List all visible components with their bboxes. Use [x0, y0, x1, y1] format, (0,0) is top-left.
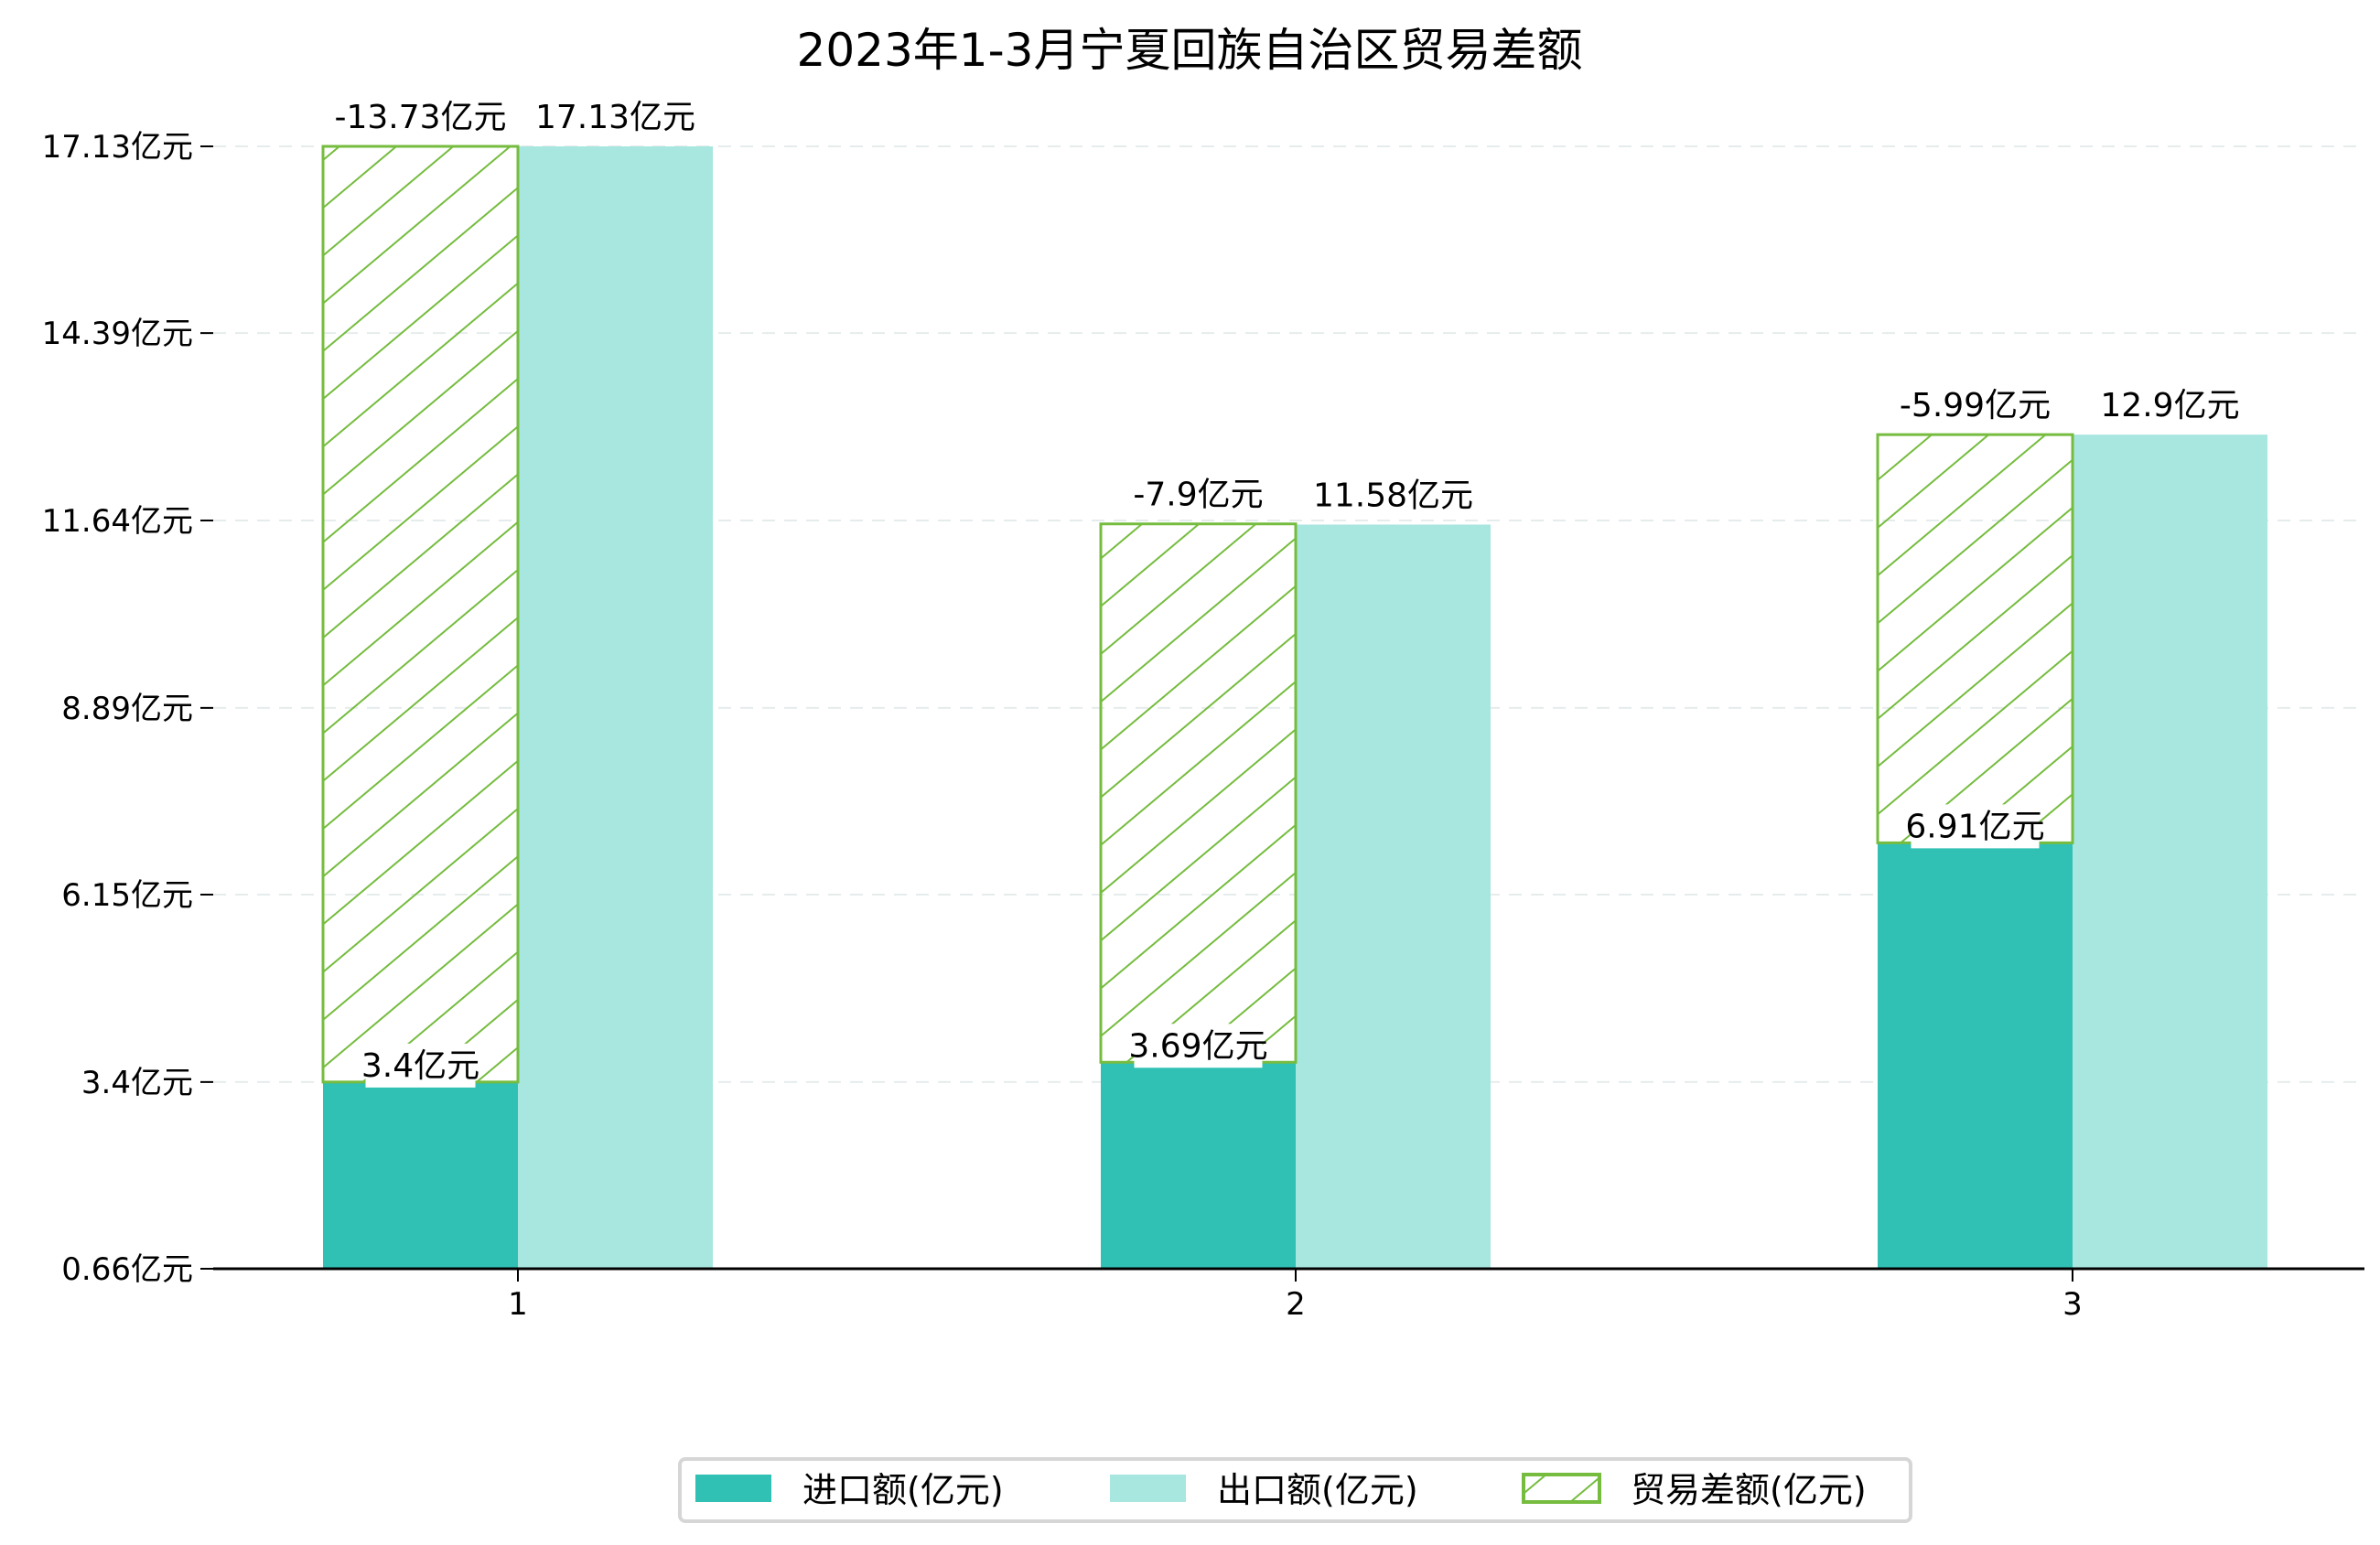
legend-label: 贸易差额(亿元)	[1631, 1470, 1867, 1510]
export-value-label-bg	[2105, 383, 2235, 428]
y-tick-label: 8.89亿元	[61, 691, 193, 727]
export-value-label-bg	[1319, 473, 1467, 518]
import-value-label: 3.69亿元	[1128, 1027, 1267, 1065]
import-value-label: 3.4亿元	[361, 1047, 479, 1085]
legend-swatch	[1110, 1475, 1186, 1502]
balance-value-label: -5.99亿元	[1900, 387, 2051, 424]
balance-bar	[321, 145, 520, 1084]
legend-label: 出口额(亿元)	[1217, 1470, 1418, 1510]
x-tick-label: 1	[508, 1286, 528, 1323]
import-value-label-bg	[1134, 1024, 1263, 1068]
import-value-label: 6.91亿元	[1905, 808, 2044, 845]
balance-bar	[1099, 522, 1298, 1064]
balance-value-label-bg	[338, 95, 503, 139]
export-value-label: 17.13亿元	[535, 99, 695, 136]
x-tick-label: 3	[2062, 1286, 2083, 1323]
import-bar	[323, 1081, 518, 1269]
y-tick-label: 17.13亿元	[42, 129, 193, 166]
import-bar	[1101, 1062, 1296, 1269]
export-bar	[1296, 524, 1491, 1269]
import-value-label-bg	[365, 1043, 476, 1088]
chart-title: 2023年1-3月宁夏回族自治区贸易差额	[797, 24, 1583, 77]
export-bar	[2073, 435, 2267, 1270]
export-value-label: 11.58亿元	[1313, 477, 1473, 514]
balance-value-label-bg	[1134, 472, 1263, 517]
balance-bar	[1876, 433, 2074, 844]
y-tick-label: 14.39亿元	[42, 316, 193, 352]
y-tick-label: 6.15亿元	[61, 877, 193, 914]
y-tick-label: 11.64亿元	[42, 503, 193, 540]
import-value-label-bg	[1911, 804, 2040, 849]
legend: 进口额(亿元) 出口额(亿元) 贸易差额(亿元)	[678, 1457, 1912, 1523]
import-bar	[1878, 842, 2073, 1269]
legend-swatch	[1522, 1473, 1601, 1504]
legend-swatch	[695, 1475, 771, 1502]
balance-value-label: -7.9亿元	[1133, 477, 1263, 514]
x-tick-label: 2	[1286, 1286, 1306, 1323]
export-value-label: 12.9亿元	[2100, 387, 2239, 424]
legend-label: 进口额(亿元)	[802, 1470, 1004, 1510]
export-bar	[518, 146, 713, 1269]
export-value-label-bg	[542, 95, 689, 139]
balance-value-label: -13.73亿元	[334, 99, 506, 136]
y-tick-label: 3.4亿元	[81, 1065, 193, 1101]
balance-value-label-bg	[1901, 383, 2049, 428]
y-tick-label: 0.66亿元	[61, 1251, 193, 1288]
